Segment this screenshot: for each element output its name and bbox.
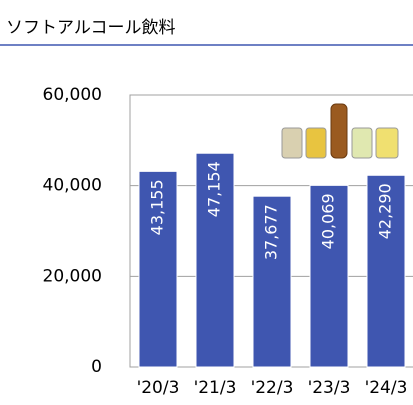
value-label: 42,290 [376,183,395,239]
x-tick-label: '21/3 [194,378,237,398]
value-label: 37,677 [262,204,281,260]
bar [366,174,406,368]
x-tick-label: '20/3 [137,378,180,398]
product-image [281,103,399,159]
value-label: 43,155 [148,179,167,235]
bar [252,195,292,368]
bar [309,184,349,368]
x-tick-label: '24/3 [365,378,408,398]
value-label: 47,154 [205,161,224,217]
x-tick-label: '23/3 [308,378,351,398]
x-tick-label: '22/3 [251,378,294,398]
y-tick-label: 0 [91,357,102,377]
bar [195,152,235,368]
value-label: 40,069 [319,193,338,249]
bar [138,170,178,368]
y-tick-label: 60,000 [43,85,102,105]
chart-title: ソフトアルコール飲料 [6,18,176,38]
y-tick-label: 40,000 [43,176,102,196]
y-tick-label: 20,000 [43,266,102,286]
